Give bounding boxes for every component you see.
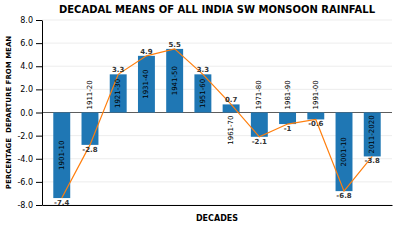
connecting-line [62,49,372,198]
y-tick-mark [36,89,42,90]
y-tick-label: -4.0 [17,155,33,164]
data-label: 3.3 [112,66,125,74]
grid-line [42,43,392,44]
y-tick: 2.0 [20,85,42,94]
y-tick-mark [36,20,42,21]
y-tick: 6.0 [20,39,42,48]
data-label: 3.3 [197,66,210,74]
bar [110,74,127,112]
data-label: -2.1 [252,138,267,146]
title: DECADAL MEANS OF ALL INDIA SW MONSOON RA… [59,4,376,15]
y-tick: -6.0 [17,178,42,187]
y-axis: -8.0 -6.0 -4.0 -2.0 0.0 2.0 4.0 6.0 8.0 [17,16,42,210]
y-tick: 8.0 [20,16,42,25]
y-tick: 0.0 [20,109,42,118]
y-tick-mark [36,182,42,183]
marks [53,49,380,198]
y-tick: 4.0 [20,62,42,71]
y-tick-label: -6.0 [17,178,33,187]
category-label: 1971-80 [255,80,263,109]
data-label: -6.8 [336,192,351,200]
category-label: 1941-50 [171,66,179,95]
bar [364,113,381,157]
y-tick-mark [36,113,42,114]
bar [138,56,155,113]
y-tick-label: -8.0 [17,201,33,210]
category-label: 1981-90 [284,80,292,109]
y-tick-label: 6.0 [20,39,33,48]
grid [42,20,392,205]
y-tick-mark [36,66,42,67]
y-tick-mark [36,159,42,160]
data-label: -1 [284,125,292,133]
bar [53,113,70,199]
category-label: 1911-20 [86,80,94,109]
x-axis-line [43,205,393,206]
y-tick-mark [36,43,42,44]
x-axis [43,205,393,206]
category-label: 1961-70 [227,116,235,145]
y-tick: -2.0 [17,132,42,141]
category-label: 1951-60 [199,79,207,108]
y-tick-label: -2.0 [17,132,33,141]
y-axis-title: PERCENTAGE DEPARTURE FROM MEAN [5,36,13,189]
y-tick-label: 0.0 [20,109,33,118]
x-axis-title: DECADES [196,214,238,223]
y-tick-label: 2.0 [20,85,33,94]
y-tick-label: 4.0 [20,62,33,71]
grid-line [42,205,392,206]
labels: -7.4 -2.8 3.3 4.9 5.5 3.3 0.7 -2.1 -1 -0.6 -6.8 -3.… [54,41,380,207]
plot: -8.0 -6.0 -4.0 -2.0 0.0 2.0 4.0 6.0 8.0 -7.4 -2.8 3… [17,16,392,210]
data-label: -0.6 [308,120,323,128]
data-label: 4.9 [140,48,153,56]
bar [307,113,324,120]
grid-line [42,66,392,67]
y-tick: -4.0 [17,155,42,164]
y-tick-label: 8.0 [20,16,33,25]
y-tick: -8.0 [17,201,42,210]
data-label: -2.8 [82,146,97,154]
category-label: 1921-30 [114,79,122,108]
bar [166,49,183,113]
category-label: 1901-10 [58,141,66,170]
category-label: 1931-40 [142,70,150,99]
category-label: 2011-2020 [368,115,376,153]
y-tick-mark [36,136,42,137]
bar [251,113,268,137]
category-label: 2001-10 [340,137,348,166]
data-label: -7.4 [54,199,69,207]
data-label: 5.5 [168,41,181,49]
data-label: 0.7 [225,96,238,104]
bar [279,113,296,125]
y-tick-mark [36,205,42,206]
bar [336,113,353,192]
y-axis-line [42,21,43,206]
chart: -8.0 -6.0 -4.0 -2.0 0.0 2.0 4.0 6.0 8.0 -7.4 -2.8 3… [0,0,400,225]
data-label: -3.8 [365,157,380,165]
category-label: 1991-00 [312,80,320,109]
grid-line [42,20,392,21]
